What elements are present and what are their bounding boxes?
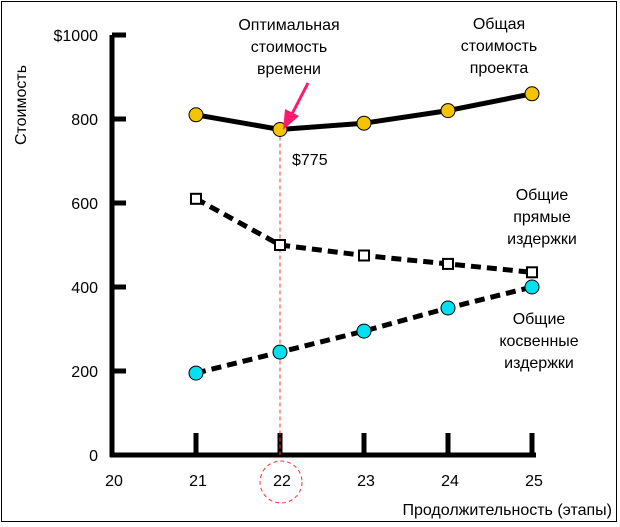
series-label-line: Общие (516, 187, 569, 204)
data-point (356, 323, 372, 339)
optimal-value-label: $775 (292, 152, 328, 169)
data-point (442, 257, 454, 270)
series-line-2 (195, 284, 533, 376)
y-tick-label: 200 (71, 364, 98, 381)
y-axis-label: Стоимость (13, 65, 30, 145)
data-point (274, 239, 286, 251)
optimal-annotation-line: стоимость (251, 39, 328, 56)
y-tick-label: 400 (71, 280, 98, 297)
data-point (272, 344, 288, 360)
y-tick-label: $1000 (54, 28, 99, 45)
x-tick-label: 22 (273, 473, 291, 490)
x-tick-label: 25 (525, 473, 543, 490)
series-label-line: стоимость (461, 38, 538, 55)
data-point (188, 107, 204, 123)
data-point (440, 103, 456, 119)
series-label-line: Общие (513, 311, 566, 328)
series-label-line: издержки (507, 231, 577, 248)
data-point (190, 192, 202, 205)
optimal-annotation-line: Оптимальная (238, 17, 339, 34)
data-point (524, 86, 540, 102)
x-tick-label: 20 (105, 473, 123, 490)
series-label-line: косвенные (499, 333, 578, 350)
data-point (356, 115, 372, 131)
series-label-line: проекта (470, 60, 529, 77)
series-label-line: издержки (504, 355, 574, 372)
x-tick-label: 21 (189, 473, 207, 490)
data-point (524, 279, 540, 295)
optimal-arrow-head (283, 109, 299, 130)
optimal-annotation-line: времени (257, 61, 321, 78)
y-tick-label: 800 (71, 112, 98, 129)
data-point (188, 365, 204, 381)
data-point (526, 266, 538, 279)
data-point (358, 249, 370, 262)
y-tick-label: 0 (89, 448, 98, 465)
y-tick-label: 600 (71, 196, 98, 213)
x-axis-label: Продолжительность (этапы) (402, 502, 612, 519)
x-tick-label: 24 (441, 473, 459, 490)
optimal-arrow-shaft (289, 82, 310, 117)
series-label-line: прямые (513, 209, 571, 226)
optimal-tick-highlight (259, 460, 303, 504)
series-label-line: Общая (473, 16, 525, 33)
x-tick-label: 23 (357, 473, 375, 490)
data-point (440, 300, 456, 316)
